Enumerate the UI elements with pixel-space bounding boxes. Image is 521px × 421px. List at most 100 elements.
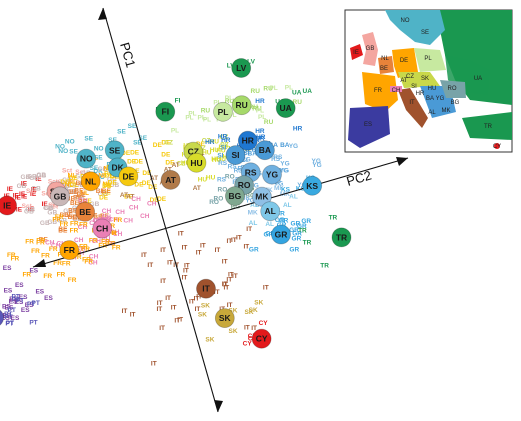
individual-point-gb: GB — [47, 210, 57, 217]
individual-point-be: BE — [64, 212, 74, 219]
individual-point-at: AT — [172, 162, 180, 169]
individual-point-fr: FR — [52, 216, 61, 223]
centroid-label-no: NO — [80, 154, 93, 164]
individual-point-hu: HU — [211, 156, 221, 163]
centroid-ua: UA — [275, 98, 296, 118]
individual-point-sct: Sct — [41, 190, 52, 197]
centroid-marker-lv — [231, 58, 252, 78]
individual-point-sct: Sct — [48, 202, 59, 209]
individual-point-gb: GB — [98, 191, 108, 198]
inset-benelux-area — [378, 56, 394, 74]
individual-point-it: IT — [141, 252, 147, 259]
individual-point-gr: GR — [279, 217, 289, 224]
individual-point-it: IT — [196, 250, 202, 257]
individual-point-dk: DK — [93, 168, 103, 175]
individual-point-pl: PL — [258, 114, 266, 121]
individual-point-fr: FR — [79, 222, 88, 229]
individual-point-ro: RO — [209, 199, 219, 206]
individual-point-de: DE — [110, 174, 120, 181]
individual-point-lv: LV — [227, 63, 235, 70]
individual-point-fr: FR — [41, 253, 50, 260]
individual-point-pl: PL — [213, 100, 221, 107]
centroid-label-lv: LV — [236, 63, 247, 73]
centroid-be: BE — [75, 201, 95, 222]
individual-point-mk: MK — [240, 195, 250, 202]
individual-point-fr: FR — [70, 221, 79, 228]
individual-point-de: DE — [142, 180, 152, 187]
individual-point-ru: RU — [252, 106, 262, 113]
centroid-label-tr: TR — [336, 232, 347, 242]
individual-point-ro: RO — [218, 187, 228, 194]
individual-point-se: SE — [90, 165, 99, 172]
inset-britain-area — [362, 32, 378, 66]
individual-point-sk: SK — [205, 337, 214, 344]
centroid-label-ks: KS — [306, 181, 318, 191]
individual-point-fr: FR — [31, 248, 40, 255]
inset-country-labels: NO SE IE GB NL BE DE PL CZ SK FR CH HU RO UA ES IT TR CY HR… — [353, 18, 501, 150]
individual-point-ie: IE — [42, 201, 49, 208]
individual-point-be: BE — [58, 226, 68, 233]
individual-point-it: IT — [160, 247, 166, 254]
centroid-sk: SK — [214, 308, 235, 329]
individual-point-fr: FR — [11, 256, 20, 263]
individual-point-no: NO — [94, 146, 104, 153]
individual-point-se: SE — [138, 135, 147, 142]
centroid-marker-mk — [251, 186, 272, 207]
individual-point-ch: CH — [109, 217, 119, 224]
centroid-marker-fi — [155, 101, 176, 122]
centroid-se: SE — [104, 140, 125, 161]
centroid-marker-ba — [254, 140, 275, 161]
individual-point-hu: HU — [217, 156, 227, 163]
individual-point-gb: GB — [27, 173, 37, 180]
individual-point-lv: LV — [247, 59, 255, 66]
individual-point-gr: GR — [289, 247, 299, 254]
individual-point-gb: GB — [75, 194, 85, 201]
individual-point-hr: HR — [221, 137, 231, 144]
individual-point-it: IT — [246, 226, 252, 233]
individual-point-yg: YG — [280, 160, 289, 167]
individual-point-be: BE — [78, 199, 88, 206]
inset-label-at: AT — [400, 78, 408, 84]
inset-label-cy: CY — [493, 144, 501, 150]
individual-point-cy: CY — [243, 341, 253, 348]
individual-point-it: IT — [130, 312, 136, 319]
inset-iberia-area — [348, 106, 390, 148]
centroid-label-gr: GR — [275, 230, 288, 240]
individual-point-be: BE — [66, 195, 76, 202]
individual-point-gb: GB — [67, 189, 77, 196]
centroid-lv: LV — [231, 58, 252, 78]
individual-point-nl: NL — [102, 181, 111, 188]
individual-point-fr: FR — [36, 238, 45, 245]
individual-point-de: DE — [196, 141, 206, 148]
individual-point-fr: FR — [81, 246, 90, 253]
individual-point-pt: PT — [8, 307, 16, 314]
individual-point-no: NO — [95, 174, 105, 181]
individual-point-it: IT — [147, 262, 153, 269]
individual-point-gb: GB — [31, 185, 41, 192]
inset-label-es: ES — [364, 122, 372, 128]
centroid-label-at: AT — [165, 175, 177, 185]
individual-point-it: IT — [178, 231, 184, 238]
inset-label-ie: IE — [353, 50, 359, 56]
individual-point-gb: GB — [75, 173, 85, 180]
individual-point-de: DE — [69, 175, 79, 182]
individual-point-ie: IE — [7, 186, 14, 193]
individual-point-sk: SK — [201, 303, 210, 310]
pc2-arrowhead-right — [396, 157, 408, 166]
individual-point-it: IT — [228, 272, 234, 279]
centroid-marker-tr — [331, 227, 352, 248]
individual-point-de: DE — [102, 189, 112, 196]
centroid-bg: BG — [224, 186, 245, 207]
individual-point-pl: PL — [225, 95, 233, 102]
individual-point-it: IT — [183, 267, 189, 274]
individual-point-yg: YG — [311, 158, 320, 165]
inset-turkey-area — [462, 112, 512, 140]
individual-point-gr: GR — [264, 232, 274, 239]
individual-point-it: IT — [167, 260, 173, 267]
individual-point-pl: PL — [188, 111, 196, 118]
individual-point-gb: GB — [75, 182, 85, 189]
individual-point-sk: SK — [228, 328, 237, 335]
individual-point-yg: YG — [297, 182, 306, 189]
inset-france-area — [362, 72, 398, 112]
individual-point-gr: GR — [292, 235, 302, 242]
